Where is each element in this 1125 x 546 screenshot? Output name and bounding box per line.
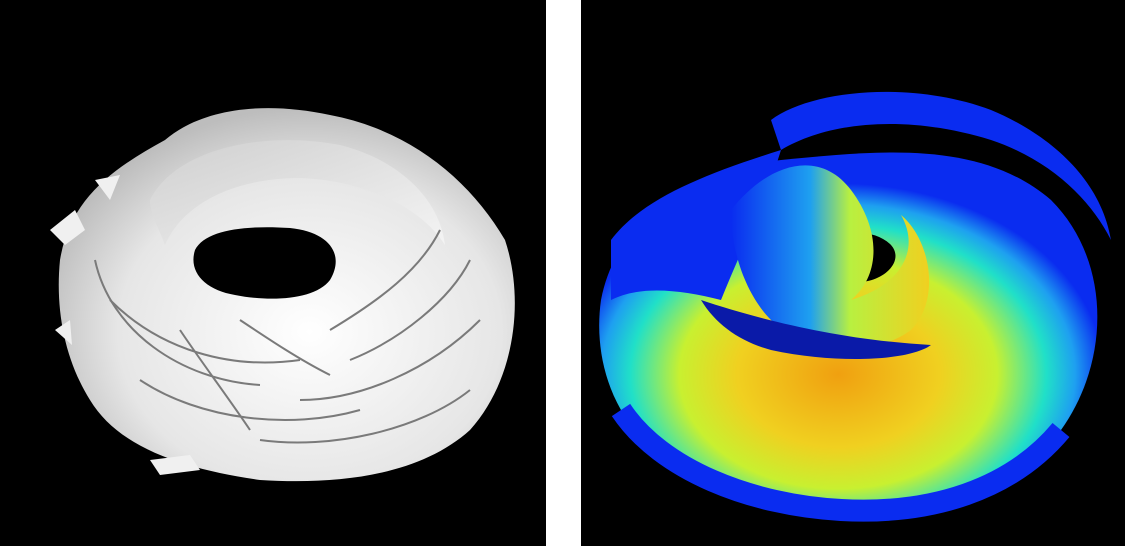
ribbon-edge — [701, 300, 931, 360]
colormapped-surface-render — [599, 91, 1111, 522]
grayscale-isosurface-render — [50, 108, 515, 482]
left-surface-panel — [0, 0, 546, 546]
surface-fragments — [50, 175, 200, 475]
inner-hole — [193, 227, 336, 299]
contour-lines — [94, 229, 481, 444]
outer-rim — [611, 403, 1070, 522]
left-ribbon — [611, 150, 781, 300]
panel-gap — [546, 0, 581, 546]
inner-curl — [731, 165, 930, 349]
right-surface-panel — [581, 0, 1125, 546]
top-ribbon — [771, 91, 1111, 241]
inner-rim — [150, 140, 445, 245]
